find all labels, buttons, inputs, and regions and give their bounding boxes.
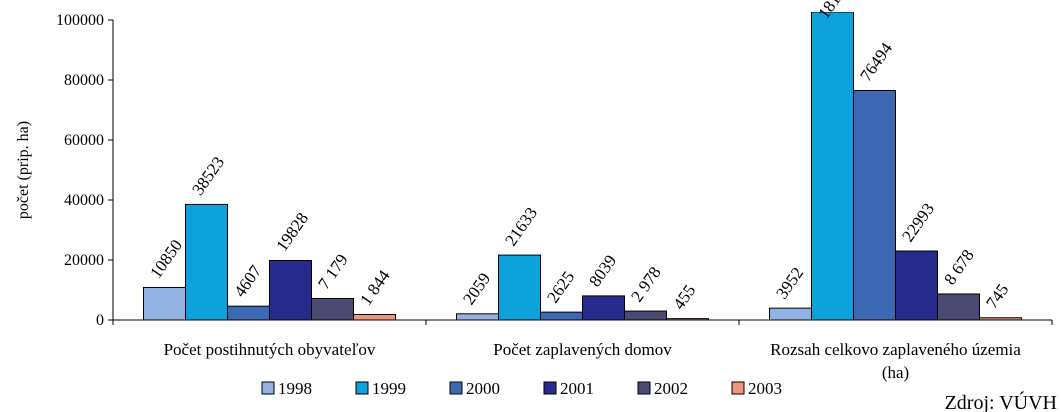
data-label: 745 bbox=[982, 280, 1012, 312]
legend-swatch-1999 bbox=[355, 381, 369, 395]
data-label: 19828 bbox=[272, 209, 312, 255]
data-label: 4607 bbox=[230, 261, 265, 300]
legend-label: 1998 bbox=[278, 379, 312, 398]
bar-2000 bbox=[540, 311, 583, 320]
bar-2002 bbox=[624, 310, 667, 320]
source-note: Zdroj: VÚVH bbox=[945, 390, 1057, 412]
legend-swatch-2002 bbox=[637, 381, 651, 395]
legend-swatch-2001 bbox=[543, 381, 557, 395]
data-label: 2059 bbox=[459, 269, 494, 308]
legend-swatch-2000 bbox=[449, 381, 463, 395]
legend-swatch-2003 bbox=[731, 381, 745, 395]
data-label: 3952 bbox=[772, 264, 807, 303]
y-tick-label: 40000 bbox=[64, 192, 104, 209]
data-label: 2625 bbox=[543, 268, 578, 307]
data-label: 10850 bbox=[146, 236, 186, 282]
bar-2003 bbox=[666, 318, 709, 320]
bar-2001 bbox=[269, 260, 312, 320]
y-tick-label: 80000 bbox=[64, 72, 104, 89]
bar-2001 bbox=[895, 250, 938, 320]
data-label: 8039 bbox=[585, 251, 620, 290]
legend-label: 2001 bbox=[560, 379, 594, 398]
bar-2000 bbox=[227, 305, 270, 320]
legend-label: 1999 bbox=[372, 379, 406, 398]
bar-1998 bbox=[769, 307, 812, 320]
legend-label: 2000 bbox=[466, 379, 500, 398]
legend: 1998 1999 2000 2001 2002 2003 bbox=[261, 379, 782, 398]
y-tick-label: 60000 bbox=[64, 132, 104, 149]
y-tick-label: 100000 bbox=[56, 12, 104, 29]
data-label: 455 bbox=[669, 281, 699, 313]
data-label: 1 844 bbox=[356, 266, 394, 309]
data-label: 7 179 bbox=[314, 251, 352, 293]
category-label: Rozsah celkovo zaplaveného územia bbox=[770, 340, 1021, 359]
bar-2003 bbox=[979, 317, 1022, 320]
bar-2003 bbox=[353, 313, 396, 320]
bar-2000 bbox=[853, 90, 896, 320]
bar-2002 bbox=[311, 297, 354, 320]
data-label: 2 978 bbox=[627, 263, 665, 305]
y-axis: 0 20000 40000 60000 80000 100000 bbox=[56, 12, 114, 329]
category-label: (ha) bbox=[882, 363, 909, 382]
legend-label: 2002 bbox=[654, 379, 688, 398]
bar-1999 bbox=[811, 12, 854, 320]
legend-label: 2003 bbox=[748, 379, 782, 398]
category-label: Počet postihnutých obyvateľov bbox=[164, 340, 376, 359]
legend-swatch-1998 bbox=[261, 381, 275, 395]
x-axis: Počet postihnutých obyvateľov Počet zapla… bbox=[112, 319, 1053, 382]
y-tick-label: 20000 bbox=[64, 252, 104, 269]
data-label: 38523 bbox=[188, 153, 228, 199]
category-label: Počet zaplavených domov bbox=[493, 340, 672, 359]
data-label: 76494 bbox=[856, 39, 896, 85]
bar-1999 bbox=[185, 203, 228, 320]
data-label: 21633 bbox=[501, 204, 541, 250]
bar-2001 bbox=[582, 295, 625, 320]
data-label: 22993 bbox=[898, 200, 938, 246]
bars bbox=[143, 12, 1022, 320]
y-tick-label: 0 bbox=[96, 312, 104, 329]
data-label: 8 678 bbox=[940, 246, 978, 288]
bar-1998 bbox=[143, 286, 186, 320]
bar-1998 bbox=[456, 313, 499, 320]
bar-1999 bbox=[498, 254, 541, 320]
bar-2002 bbox=[937, 293, 980, 320]
y-axis-label: počet (prip. ha) bbox=[15, 121, 32, 219]
